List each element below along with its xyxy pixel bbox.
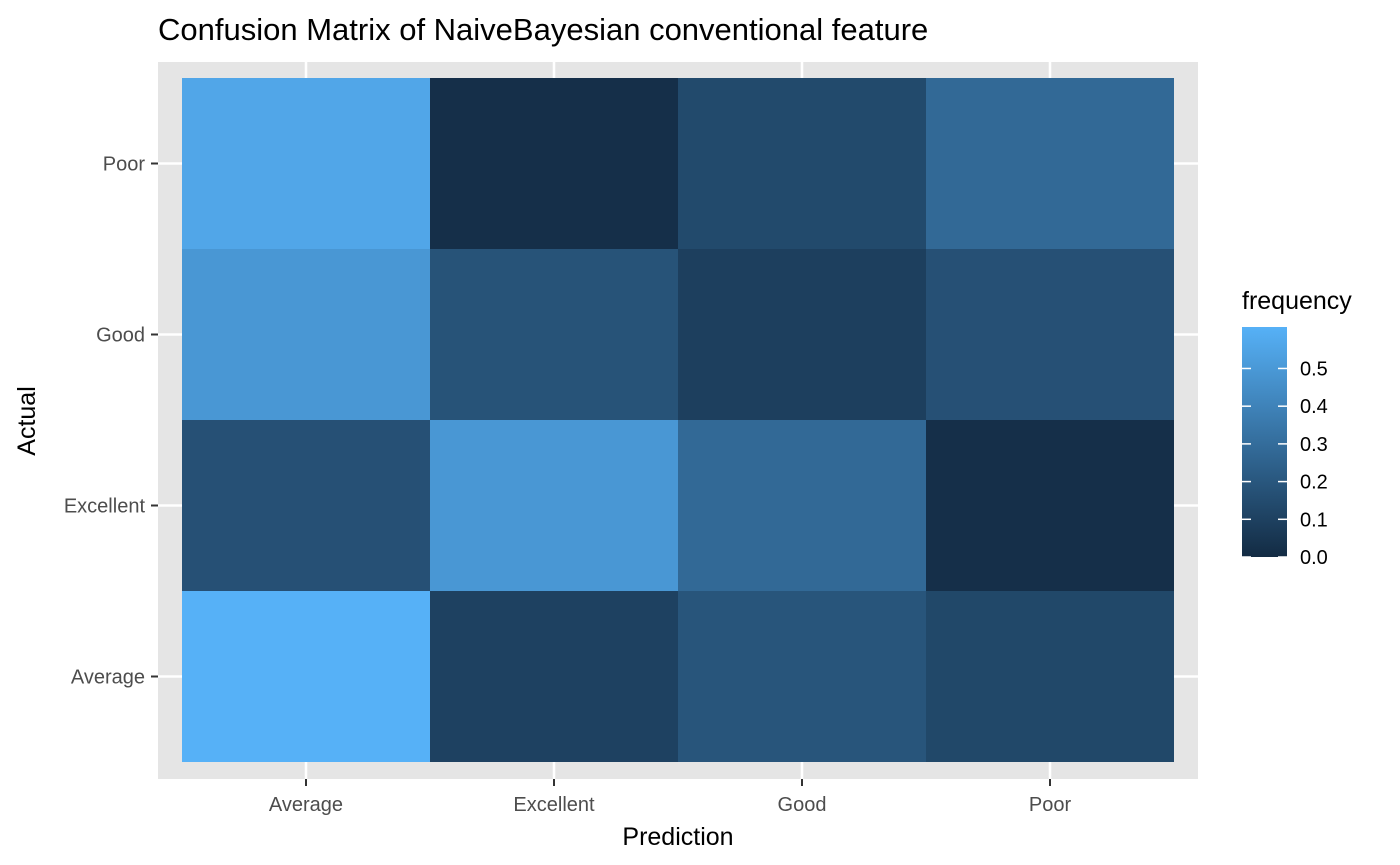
legend-tick-label: 0.5 xyxy=(1300,358,1328,380)
y-tick-label: Average xyxy=(71,667,145,689)
heatmap-cell xyxy=(182,591,430,762)
heatmap-cell xyxy=(182,78,430,249)
heatmap-cell xyxy=(926,78,1174,249)
chart-title: Confusion Matrix of NaiveBayesian conven… xyxy=(158,12,928,47)
legend-colorbar xyxy=(1242,327,1287,557)
x-tick-label: Good xyxy=(778,794,827,816)
x-tick-label: Poor xyxy=(1029,794,1072,816)
heatmap-cell xyxy=(678,249,926,420)
heatmap-cell xyxy=(430,78,678,249)
heatmap-cell xyxy=(430,591,678,762)
heatmap-cell xyxy=(926,591,1174,762)
x-tick-label: Average xyxy=(269,794,343,816)
heatmap-cell xyxy=(678,420,926,591)
heatmap-cell xyxy=(678,591,926,762)
heatmap-cell xyxy=(430,249,678,420)
y-tick-label: Excellent xyxy=(64,496,146,518)
legend: frequency 0.0 0.1 0.2 0.3 0.4 0.5 xyxy=(1242,287,1352,569)
heatmap-cell xyxy=(678,78,926,249)
legend-tick-label: 0.0 xyxy=(1300,547,1328,569)
legend-tick-label: 0.1 xyxy=(1300,509,1328,531)
legend-ticks: 0.0 0.1 0.2 0.3 0.4 0.5 xyxy=(1242,358,1328,569)
legend-tick-label: 0.4 xyxy=(1300,396,1328,418)
heatmap-cell xyxy=(182,420,430,591)
x-tick-label: Excellent xyxy=(513,794,595,816)
heatmap-cells xyxy=(182,78,1174,762)
y-axis-ticks: Average Excellent Good Poor xyxy=(64,154,158,689)
legend-title: frequency xyxy=(1242,287,1352,315)
heatmap-cell xyxy=(182,249,430,420)
heatmap-cell xyxy=(430,420,678,591)
heatmap-cell xyxy=(926,249,1174,420)
x-axis-ticks: Average Excellent Good Poor xyxy=(269,779,1072,816)
heatmap-cell xyxy=(926,420,1174,591)
y-axis-title: Actual xyxy=(13,386,41,455)
x-axis-title: Prediction xyxy=(622,823,733,851)
y-tick-label: Good xyxy=(96,325,145,347)
y-tick-label: Poor xyxy=(103,154,146,176)
legend-tick-label: 0.2 xyxy=(1300,472,1328,494)
legend-tick-label: 0.3 xyxy=(1300,434,1328,456)
